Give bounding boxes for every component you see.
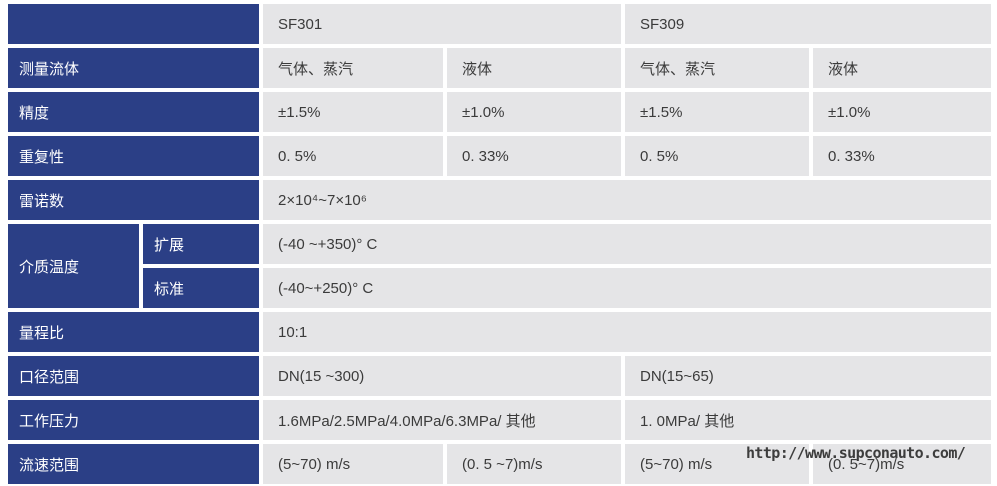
fluid-sf309-liquid: 液体 — [813, 48, 991, 88]
row-header: SF301 SF309 — [8, 4, 991, 44]
medium-temp-standard-value: (-40~+250)° C — [263, 268, 991, 308]
row-diameter-range: 口径范围 DN(15 ~300) DN(15~65) — [8, 356, 991, 396]
diameter-range-label: 口径范围 — [8, 356, 259, 396]
velocity-range-sf309-liquid: (0. 5~7)m/s — [813, 444, 991, 484]
fluid-sf301-gas: 气体、蒸汽 — [263, 48, 443, 88]
velocity-range-label: 流速范围 — [8, 444, 259, 484]
turndown-ratio-value: 10:1 — [263, 312, 991, 352]
header-sf309: SF309 — [625, 4, 991, 44]
header-sf301: SF301 — [263, 4, 621, 44]
accuracy-sf301-liquid: ±1.0% — [447, 92, 621, 132]
fluid-sf301-liquid: 液体 — [447, 48, 621, 88]
medium-temp-label: 介质温度 — [8, 224, 139, 308]
fluid-label: 测量流体 — [8, 48, 259, 88]
accuracy-sf309-gas: ±1.5% — [625, 92, 809, 132]
repeatability-label: 重复性 — [8, 136, 259, 176]
row-medium-temp-standard: 标准 (-40~+250)° C — [8, 268, 991, 308]
diameter-range-sf301: DN(15 ~300) — [263, 356, 621, 396]
row-working-pressure: 工作压力 1.6MPa/2.5MPa/4.0MPa/6.3MPa/ 其他 1. … — [8, 400, 991, 440]
medium-temp-extended-value: (-40 ~+350)° C — [263, 224, 991, 264]
fluid-sf309-gas: 气体、蒸汽 — [625, 48, 809, 88]
medium-temp-standard-label: 标准 — [143, 268, 259, 308]
working-pressure-sf301: 1.6MPa/2.5MPa/4.0MPa/6.3MPa/ 其他 — [263, 400, 621, 440]
accuracy-label: 精度 — [8, 92, 259, 132]
reynolds-value: 2×10⁴~7×10⁶ — [263, 180, 991, 220]
accuracy-sf301-gas: ±1.5% — [263, 92, 443, 132]
row-fluid: 测量流体 气体、蒸汽 液体 气体、蒸汽 液体 — [8, 48, 991, 88]
accuracy-sf309-liquid: ±1.0% — [813, 92, 991, 132]
velocity-range-sf301-gas: (5~70) m/s — [263, 444, 443, 484]
row-reynolds: 雷诺数 2×10⁴~7×10⁶ — [8, 180, 991, 220]
working-pressure-label: 工作压力 — [8, 400, 259, 440]
working-pressure-sf309: 1. 0MPa/ 其他 — [625, 400, 991, 440]
repeatability-sf301-liquid: 0. 33% — [447, 136, 621, 176]
medium-temp-extended-label: 扩展 — [143, 224, 259, 264]
row-medium-temp-extended: 介质温度 扩展 (-40 ~+350)° C — [8, 224, 991, 308]
header-corner-cell — [8, 4, 259, 44]
velocity-range-sf309-gas: (5~70) m/s — [625, 444, 809, 484]
spec-table: SF301 SF309 测量流体 气体、蒸汽 液体 气体、蒸汽 液体 精度 ±1… — [4, 0, 995, 486]
turndown-ratio-label: 量程比 — [8, 312, 259, 352]
row-turndown-ratio: 量程比 10:1 — [8, 312, 991, 352]
row-velocity-range: 流速范围 (5~70) m/s (0. 5 ~7)m/s (5~70) m/s … — [8, 444, 991, 484]
diameter-range-sf309: DN(15~65) — [625, 356, 991, 396]
watermark-url: http://www.supconauto.com/ — [746, 444, 966, 462]
repeatability-sf309-liquid: 0. 33% — [813, 136, 991, 176]
row-accuracy: 精度 ±1.5% ±1.0% ±1.5% ±1.0% — [8, 92, 991, 132]
row-repeatability: 重复性 0. 5% 0. 33% 0. 5% 0. 33% — [8, 136, 991, 176]
repeatability-sf301-gas: 0. 5% — [263, 136, 443, 176]
repeatability-sf309-gas: 0. 5% — [625, 136, 809, 176]
reynolds-label: 雷诺数 — [8, 180, 259, 220]
velocity-range-sf301-liquid: (0. 5 ~7)m/s — [447, 444, 621, 484]
